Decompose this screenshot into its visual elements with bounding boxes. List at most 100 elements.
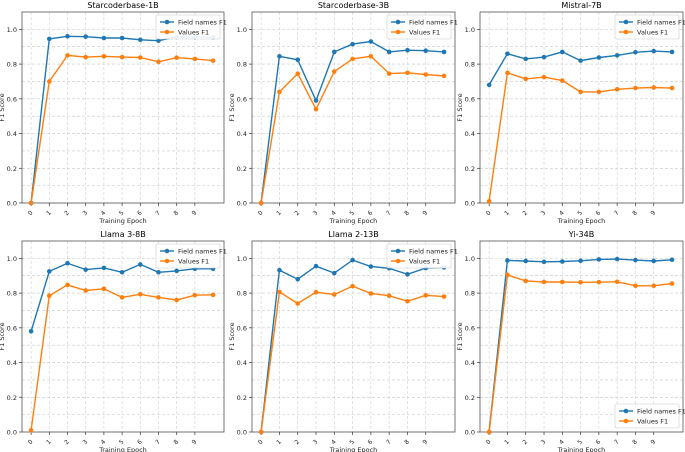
- data-point: [46, 36, 52, 42]
- data-point: [28, 427, 34, 433]
- x-axis-label: Training Epoch: [557, 217, 606, 225]
- x-tick-label: 4: [558, 209, 566, 217]
- data-point: [46, 293, 52, 298]
- data-point: [174, 268, 179, 274]
- data-point: [295, 71, 301, 76]
- x-tick-label: 1: [275, 438, 283, 446]
- data-point: [46, 269, 52, 274]
- x-tick-label: 8: [631, 438, 639, 446]
- legend-marker: [164, 29, 170, 35]
- x-tick-label: 4: [100, 438, 108, 446]
- y-tick-label: 0.0: [7, 429, 17, 437]
- data-point: [137, 262, 143, 267]
- x-tick-label: 6: [595, 438, 603, 446]
- x-tick-label: 8: [403, 209, 411, 217]
- legend-marker: [395, 19, 401, 25]
- y-tick-label: 1.0: [465, 26, 475, 34]
- legend-label: Field names F1: [637, 407, 685, 415]
- data-point: [669, 281, 675, 286]
- data-point: [633, 85, 638, 91]
- x-tick-label: 4: [330, 438, 338, 446]
- x-tick-label: 2: [521, 438, 529, 446]
- y-tick-label: 0.6: [237, 95, 247, 103]
- x-tick-label: 3: [81, 209, 89, 217]
- data-point: [541, 259, 547, 265]
- legend-box: [155, 243, 221, 269]
- data-point: [541, 279, 547, 285]
- data-point: [541, 54, 547, 60]
- y-tick-label: 0.0: [237, 429, 247, 437]
- x-tick-label: 2: [521, 209, 529, 217]
- data-point: [101, 286, 107, 292]
- data-point: [277, 89, 282, 95]
- data-point: [331, 292, 337, 297]
- y-tick-label: 0.0: [7, 200, 17, 208]
- x-tick-label: 7: [613, 209, 621, 217]
- data-point: [210, 292, 216, 298]
- y-tick-label: 0.6: [465, 95, 475, 103]
- legend-label: Field names F1: [178, 18, 227, 26]
- data-point: [423, 72, 429, 77]
- data-point: [174, 297, 179, 303]
- y-tick-label: 1.0: [465, 255, 475, 263]
- subplot-0: Starcoderbase-1B 0.0 0.2 0.4 0.6 0.8 1.0 0 1 2 3 4 5…: [0, 1, 227, 225]
- data-point: [486, 82, 492, 88]
- subplot-4: Llama 2-13B 0.0 0.2 0.4 0.6 0.8 1.0 0 1 2 3 4 5 6 7 8 9 T…: [228, 230, 458, 452]
- y-tick-label: 0.8: [7, 61, 17, 69]
- data-point: [368, 39, 374, 44]
- x-tick-label: 3: [540, 438, 548, 446]
- y-tick-label: 0.8: [7, 290, 17, 298]
- data-point: [46, 79, 52, 84]
- data-point: [405, 272, 410, 277]
- y-tick-label: 0.4: [7, 359, 17, 367]
- data-point: [423, 48, 429, 54]
- data-point: [559, 78, 565, 83]
- y-tick-label: 0.8: [465, 290, 475, 298]
- x-axis-label: Training Epoch: [98, 217, 147, 225]
- data-point: [156, 295, 161, 300]
- data-point: [28, 328, 34, 334]
- data-point: [119, 35, 125, 41]
- x-tick-label: 7: [385, 209, 393, 217]
- data-point: [614, 53, 620, 58]
- data-point: [441, 294, 447, 299]
- legend-label: Values F1: [637, 28, 668, 36]
- y-tick-label: 0.8: [237, 61, 247, 69]
- y-tick-label: 0.2: [237, 394, 247, 402]
- x-tick-label: 6: [367, 438, 375, 446]
- subplot-5: Yi-34B 0.0 0.2 0.4 0.6 0.8 1.0 0 1 2 3 4 5 6 7 8 9 Traini…: [456, 230, 685, 452]
- x-tick-label: 6: [595, 209, 603, 217]
- x-tick-label: 3: [312, 438, 320, 446]
- subplot-title: Llama 3-8B: [100, 230, 145, 239]
- data-point: [405, 70, 410, 76]
- subplot-title: Starcoderbase-3B: [318, 1, 389, 10]
- data-point: [669, 85, 675, 91]
- data-point: [101, 53, 107, 59]
- data-point: [156, 59, 161, 65]
- legend-label: Field names F1: [178, 247, 227, 255]
- data-point: [633, 283, 638, 289]
- data-point: [405, 298, 410, 304]
- x-tick-label: 2: [293, 438, 301, 446]
- x-tick-label: 3: [81, 438, 89, 446]
- y-tick-label: 0.6: [465, 324, 475, 332]
- x-tick-label: 8: [631, 209, 639, 217]
- data-point: [386, 293, 392, 298]
- x-tick-label: 9: [421, 209, 429, 217]
- legend-label: Values F1: [409, 257, 440, 265]
- x-tick-label: 9: [649, 438, 657, 446]
- data-point: [350, 41, 355, 47]
- data-point: [651, 283, 657, 289]
- x-tick-label: 9: [191, 438, 199, 446]
- subplot-1: Starcoderbase-3B 0.0 0.2 0.4 0.6 0.8 1.0 0 1 2 3 4 5…: [228, 1, 458, 225]
- data-point: [331, 270, 337, 276]
- x-axis-label: Training Epoch: [329, 217, 378, 225]
- data-point: [596, 257, 602, 262]
- y-axis-label: F1 Score: [0, 322, 6, 350]
- x-tick-label: 7: [154, 438, 162, 446]
- data-point: [137, 292, 143, 297]
- subplot-title: Mistral-7B: [561, 1, 601, 10]
- data-point: [669, 257, 675, 263]
- x-tick-label: 8: [403, 438, 411, 446]
- y-tick-label: 0.8: [465, 61, 475, 69]
